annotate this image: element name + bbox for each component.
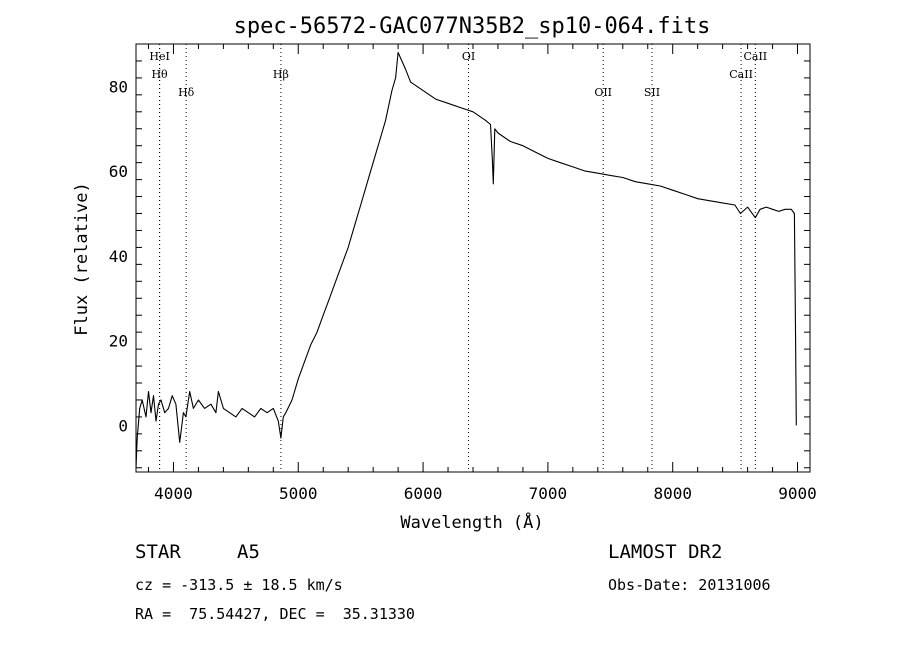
- line-label-5: OII: [594, 86, 612, 99]
- y-tick-label: 80: [109, 77, 128, 96]
- plot-frame: [135, 43, 811, 473]
- y-tick-label: 0: [118, 416, 128, 435]
- obs-date: Obs-Date: 20131006: [608, 576, 771, 594]
- line-label-3: Hβ: [273, 68, 289, 81]
- line-label-7: CaII: [729, 68, 753, 81]
- object-class: STAR: [135, 541, 181, 563]
- line-label-2: Hδ: [178, 86, 195, 99]
- spectrum-line: [135, 51, 797, 468]
- x-tick-label: 6000: [404, 484, 443, 503]
- x-axis-label: Wavelength (Å): [400, 511, 543, 533]
- coordinates: RA = 75.54427, DEC = 35.31330: [135, 605, 415, 623]
- line-label-6: SII: [644, 86, 660, 99]
- y-axis-label: Flux (relative): [72, 182, 92, 336]
- x-tick-label: 9000: [778, 484, 817, 503]
- survey-label: LAMOST DR2: [608, 541, 723, 563]
- line-label-8: CaII: [743, 50, 767, 63]
- x-tick-label: 5000: [279, 484, 318, 503]
- line-label-1: HeI: [149, 50, 169, 63]
- x-tick-label: 4000: [154, 484, 193, 503]
- x-tick-label: 7000: [529, 484, 568, 503]
- line-label-4: OI: [462, 50, 475, 63]
- chart-title: spec-56572-GAC077N35B2_sp10-064.fits: [234, 14, 711, 39]
- object-subclass: A5: [237, 541, 260, 563]
- y-tick-label: 20: [109, 332, 128, 351]
- y-tick-label: 60: [109, 162, 128, 181]
- x-tick-label: 8000: [653, 484, 692, 503]
- y-tick-label: 40: [109, 247, 128, 266]
- line-label-0: Hθ: [151, 68, 168, 81]
- redshift-readout: cz = -313.5 ± 18.5 km/s: [135, 576, 343, 594]
